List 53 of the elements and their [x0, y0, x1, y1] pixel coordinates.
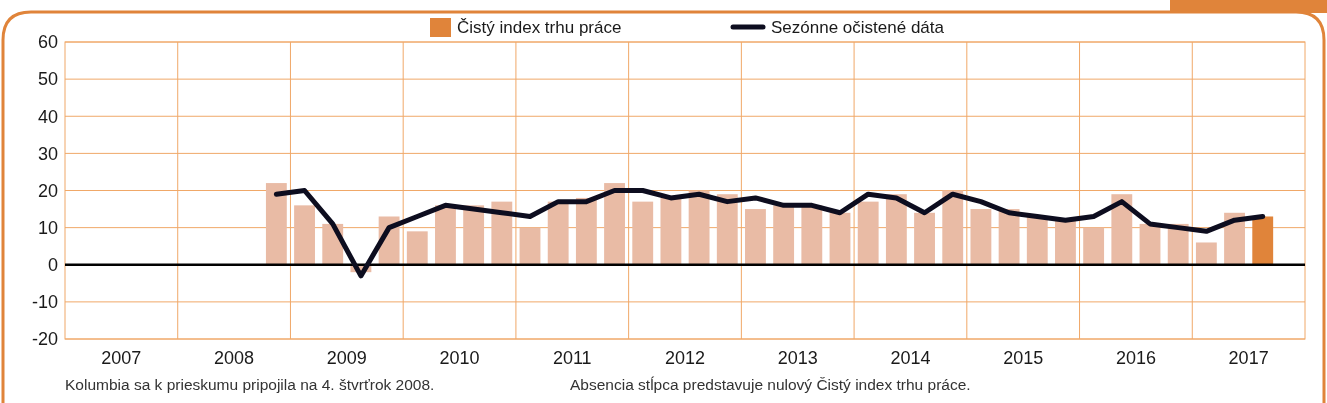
- bar: [745, 209, 766, 265]
- x-tick-label: 2011: [552, 348, 592, 368]
- x-tick-label: 2016: [1115, 348, 1156, 368]
- legend-label: Čistý index trhu práce: [457, 18, 622, 37]
- bar: [716, 194, 738, 265]
- x-tick-label: 2007: [101, 348, 142, 368]
- bar: [1111, 194, 1133, 265]
- bar: [435, 205, 456, 265]
- bar: [1026, 216, 1048, 265]
- y-tick-label: 20: [37, 180, 58, 201]
- x-tick-label: 2008: [214, 348, 255, 368]
- x-tick-label: 2009: [326, 348, 367, 368]
- y-tick-label: 0: [47, 255, 58, 276]
- x-tick-label: 2014: [890, 348, 931, 368]
- y-tick-label: 60: [37, 32, 58, 53]
- bar: [575, 197, 597, 265]
- y-tick-label: 30: [37, 143, 58, 164]
- y-tick-label: -20: [31, 329, 58, 350]
- bar: [1083, 227, 1105, 265]
- bar: [857, 201, 879, 265]
- x-tick-label: 2015: [1003, 348, 1044, 368]
- bar: [547, 201, 569, 265]
- x-tick-label: 2013: [777, 348, 818, 368]
- bar: [1139, 223, 1161, 265]
- text: Kolumbia sa k prieskumu pripojila na 4. štvrťrok 2008.: [65, 376, 435, 393]
- bar: [688, 190, 710, 265]
- bar: [491, 201, 513, 265]
- bar: [801, 205, 823, 265]
- bar: [406, 231, 428, 265]
- x-tick-label: 2010: [439, 348, 480, 368]
- bar: [604, 183, 625, 265]
- bar: [660, 197, 682, 265]
- bar: [1195, 242, 1217, 265]
- bar: [885, 194, 907, 265]
- bar: [1055, 220, 1076, 265]
- bar: [942, 190, 964, 265]
- bar: [294, 205, 315, 265]
- bar: [519, 227, 541, 265]
- bar: [829, 212, 851, 265]
- bar: [265, 183, 287, 265]
- y-tick-label: -10: [31, 292, 58, 313]
- y-tick-label: 50: [37, 69, 58, 90]
- bar: [914, 212, 935, 265]
- x-tick-label: 2012: [664, 348, 706, 368]
- bar: [970, 209, 992, 265]
- bar: [1252, 216, 1274, 265]
- y-tick-label: 10: [37, 217, 58, 238]
- x-tick-label: 2017: [1228, 348, 1269, 368]
- text: Absencia stĺpca predstavuje nulový Čistý index trhu práce.: [570, 376, 971, 393]
- legend-label: Sezónne očistené dáta: [771, 18, 945, 37]
- bar: [773, 205, 795, 265]
- bar: [632, 201, 654, 265]
- y-tick-label: 40: [37, 106, 58, 127]
